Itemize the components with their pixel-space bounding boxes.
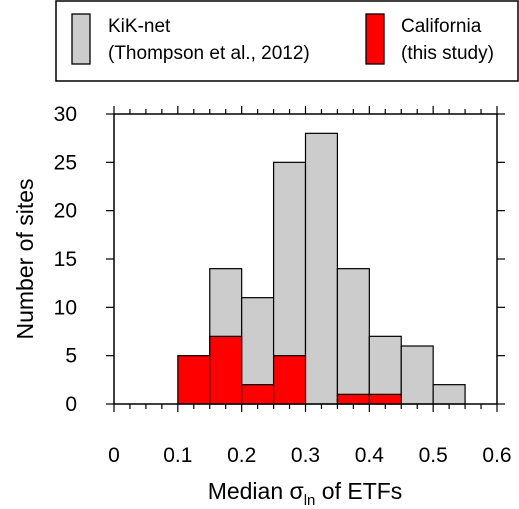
x-tick-label-0-4: 0.4 bbox=[355, 444, 385, 467]
y-tick-label-10: 10 bbox=[54, 296, 77, 319]
bar-california-0-25 bbox=[272, 355, 307, 405]
y-tick-label-30: 30 bbox=[54, 103, 77, 126]
x-axis-title: Median σln of ETFs bbox=[208, 478, 403, 509]
bar-california-0-2 bbox=[241, 384, 275, 405]
x-tick-label-0: 0 bbox=[108, 444, 120, 467]
bar-california-0-4 bbox=[368, 393, 402, 405]
plot-frame bbox=[113, 113, 498, 405]
ticks-layer: 0 0.1 0.2 0.3 0.4 0.5 0.6 0 5 10 15 20 25 30 bbox=[54, 103, 512, 467]
x-tick-label-0-5: 0.5 bbox=[419, 444, 448, 467]
legend-label-california-line1: California bbox=[401, 16, 482, 37]
x-axis-title-subscript: ln bbox=[304, 492, 316, 509]
bar-kik-net-0-45 bbox=[400, 345, 434, 405]
bar-california-0-15 bbox=[209, 335, 243, 405]
x-tick-label-0-3: 0.3 bbox=[291, 444, 320, 467]
x-axis-title-suffix: of ETFs bbox=[315, 478, 402, 504]
bar-kik-net-0-3 bbox=[304, 132, 339, 405]
x-tick-label-0-2: 0.2 bbox=[227, 444, 256, 467]
legend-frame bbox=[55, 0, 519, 82]
y-tick-label-15: 15 bbox=[54, 248, 77, 271]
y-tick-label-5: 5 bbox=[65, 345, 77, 368]
legend-label-kik-net-line2: (Thompson et al., 2012) bbox=[108, 43, 310, 64]
legend-label-kik-net-line1: KiK-net bbox=[108, 16, 171, 37]
bar-california-0-1 bbox=[177, 355, 211, 405]
bars-layer bbox=[177, 132, 466, 405]
bar-california-0-35 bbox=[336, 393, 370, 405]
legend-swatch-kik-net bbox=[71, 13, 91, 65]
y-tick-label-0: 0 bbox=[65, 393, 77, 416]
legend-swatch-california bbox=[365, 13, 385, 65]
y-axis-title: Number of sites bbox=[12, 178, 38, 339]
x-axis-title-prefix: Median σ bbox=[208, 478, 304, 504]
legend-label-california-line2: (this study) bbox=[401, 43, 494, 64]
bar-kik-net-0-5 bbox=[432, 384, 466, 405]
x-tick-label-0-1: 0.1 bbox=[163, 444, 192, 467]
y-tick-label-25: 25 bbox=[54, 151, 77, 174]
y-tick-label-20: 20 bbox=[54, 200, 77, 223]
legend: KiK-net (Thompson et al., 2012) Californ… bbox=[55, 0, 519, 82]
bar-kik-net-0-35 bbox=[336, 268, 370, 405]
x-tick-label-0-6: 0.6 bbox=[482, 444, 511, 467]
